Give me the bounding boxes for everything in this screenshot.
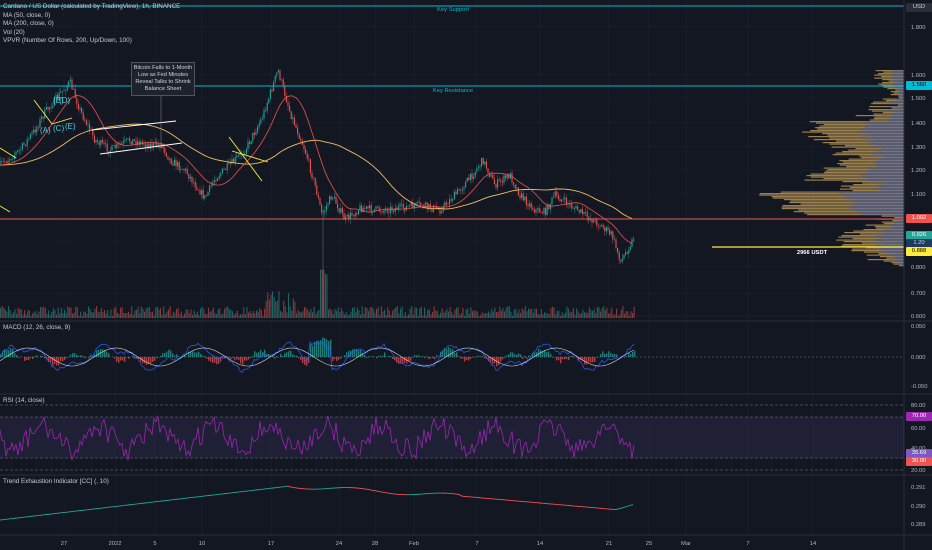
symbol-line[interactable]: Cardano / US Dollar (calculated by Tradi… [3,3,181,10]
grid [0,0,904,535]
svg-text:(D): (D) [59,96,70,105]
rsi-band [0,417,904,458]
time-tick-label: 10 [199,541,205,547]
price-tick-label: 0.700 [911,291,926,297]
svg-text:(E): (E) [65,122,76,131]
price-tick-label: 1.100 [911,192,926,198]
indicator-vpvr[interactable]: VPVR (Number Of Rows, 200, Up/Down, 100) [3,37,132,45]
time-tick-label: 17 [268,541,274,547]
red-level-badge: 1.002 [906,214,932,223]
svg-text:(A): (A) [40,126,51,135]
current-price-badge-2: 1.20 [906,239,932,248]
price-tick-label: 1.600 [911,73,926,79]
current-price-badge: 0.926 [906,231,932,240]
time-tick-label: Mar [681,541,691,547]
rsi-line [0,415,635,461]
rsi-tick-label: 80.00 [911,403,926,409]
rsi-30-badge: 30.00 [906,457,932,466]
price-tick-label: 1.800 [911,25,926,31]
time-axis[interactable]: 27 2022 5 10 17 24 28 Feb 7 14 21 25 Mar 7 14 [61,541,817,547]
time-tick-label: 2022 [109,541,122,547]
time-tick-label: 7 [475,541,478,547]
svg-text:(B): (B) [53,96,64,105]
time-tick-label: Feb [409,541,419,547]
time-tick-label: 25 [646,541,652,547]
time-tick-label: 24 [336,541,343,547]
key-support-label: Key Support [437,7,469,13]
time-tick-label: 21 [606,541,612,547]
price-tick-label: 1.400 [911,121,926,127]
volume-profile [759,70,904,267]
indicator-ma50[interactable]: MA (50, close, 0) [3,11,51,19]
volume-bars [0,269,635,318]
tei-tick-label: 0.290 [911,504,926,510]
time-tick-label: 28 [372,541,378,547]
rsi-tick-label: 20.00 [911,468,926,474]
time-tick-label: 27 [61,541,67,547]
tei-line [0,485,634,521]
chart-legend: Cardano / US Dollar (calculated by Tradi… [3,3,180,46]
price-tick-label: 0.800 [911,265,926,271]
indicator-ma200[interactable]: MA (200, close, 0) [3,20,54,28]
tei-tick-label: 0.291 [911,485,926,491]
price-tick-label: 0.600 [911,314,926,320]
rsi-70-badge: 70.00 [906,412,932,421]
usd-badge: USD [906,3,932,12]
rsi-tick-label: 60.00 [911,426,926,432]
macd-tick-label: -0.050 [911,384,927,390]
time-tick-label: 14 [537,541,544,547]
usdt-label: 2966 USDT [797,250,828,256]
macd-tick-label: 0.050 [911,324,926,330]
rsi-value-badge: 35.69 [906,449,932,458]
key-resistance-label: Key Resistance [433,88,473,94]
price-tick-label: 1.300 [911,145,926,151]
svg-text:(C): (C) [53,124,64,133]
price-tick-label: 1.500 [911,96,926,102]
indicator-vol[interactable]: Vol (20) [3,28,25,36]
tei-tick-label: 0.289 [911,522,926,528]
news-annotation[interactable]: Bitcoin Falls to 1-Month Low as Fed Minu… [131,62,195,96]
ma200-line [0,123,633,219]
ma50-line [0,95,633,244]
time-tick-label: 7 [746,541,749,547]
macd-pane [0,337,904,374]
wave-labels: (B) (D) (A) (C) (E) [40,96,76,135]
tei-title[interactable]: Trend Exhaustion Indicator [CC] (, 10) [3,478,109,485]
rsi-title[interactable]: RSI (14, close) [3,397,45,404]
price-tick-label: 1.200 [911,168,926,174]
price-candles [0,68,635,318]
macd-tick-label: 0.000 [911,355,926,361]
macd-title[interactable]: MACD (12, 26, close, 9) [3,324,71,331]
trendlines[interactable] [0,99,269,213]
time-tick-label: 5 [153,541,156,547]
time-tick-label: 14 [810,541,817,547]
resistance-badge: 1.560 [906,81,932,90]
usdt-level-badge: 0.888 [906,247,932,256]
